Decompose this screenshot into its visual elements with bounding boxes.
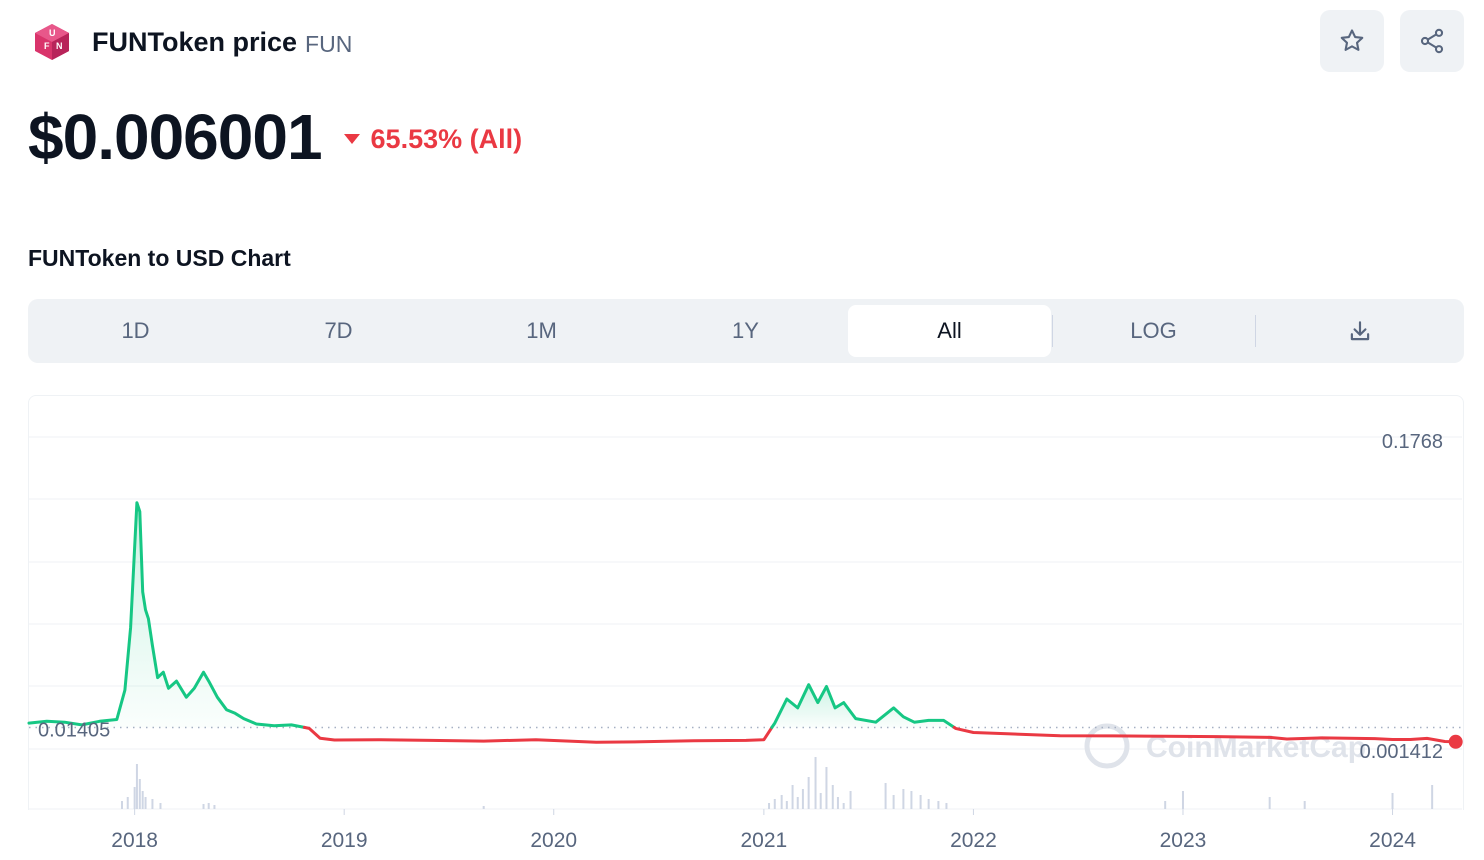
volume-bar [213,805,216,809]
latest-price-dot [1448,734,1463,749]
volume-bar [801,789,804,809]
logo-letter-n: N [56,41,63,51]
volume-bar [202,804,205,809]
x-tick-label: 2024 [1369,829,1416,852]
price-area-up [771,684,955,728]
price-change: 65.53% (All) [343,123,523,155]
tab-1y[interactable]: 1Y [732,318,759,343]
volume-bar [1181,791,1184,809]
volume-bar [814,757,817,809]
volume-bar [819,793,822,809]
coin-symbol: FUN [305,30,353,57]
volume-bar [1391,793,1394,809]
volume-bar [945,803,948,809]
tab-7d[interactable]: 7D [324,318,353,343]
volume-bar [159,803,162,809]
price-line-up [27,501,306,729]
volume-bar [796,797,799,809]
coin-name: FUNToken price [92,26,298,57]
volume-bar [910,791,913,809]
download-icon [1350,321,1369,341]
volume-bar [141,791,144,809]
watchlist-star-button[interactable] [1320,10,1384,72]
volume-bar [842,803,845,809]
share-button[interactable] [1400,10,1464,72]
watermark-logo-icon [1084,723,1130,769]
volume-bar [849,791,852,809]
volume-bar [121,801,124,809]
volume-bar [133,787,136,809]
volume-bar [825,767,828,809]
coin-header: F U N FUNToken price FUN [32,20,352,64]
tab-divider [1052,315,1053,347]
price-area-up [29,502,305,728]
volume-bar [937,801,940,809]
tab-log[interactable]: LOG [1130,318,1177,343]
reference-line-label: 0.01405 [38,719,110,741]
volume-bar [785,801,788,809]
volume-bar [773,799,776,809]
x-tick-label: 2023 [1160,829,1207,852]
logo-letter-f: F [44,41,50,51]
x-tick-label: 2020 [530,829,577,852]
volume-bar [927,799,930,809]
tab-divider [1255,315,1256,347]
volume-bar [207,803,210,809]
volume-bar [791,785,794,809]
volume-bar [807,777,810,809]
price-line-down [952,725,1458,744]
share-icon [1420,28,1444,54]
volume-bar [780,795,783,809]
current-price: $0.006001 [28,101,323,173]
volume-bar [126,797,129,809]
volume-bar [1303,801,1306,809]
price-line-down [302,725,774,744]
y-axis-max-label: 0.1768 [1382,431,1443,453]
volume-bar [919,795,922,809]
volume-bar [1164,801,1167,809]
volume-bar [1268,797,1271,809]
volume-bar [902,789,905,809]
volume-bar [135,764,138,809]
chart-range-tabs: 1D 7D 1M 1Y All LOG [28,299,1464,363]
volume-bar [138,779,141,809]
volume-bar [151,799,154,809]
volume-bar [482,806,485,809]
volume-bar [1431,785,1434,809]
price-chart-area [28,395,1464,810]
tab-1m[interactable]: 1M [526,318,557,343]
x-tick-label: 2021 [741,829,788,852]
chart-title: FUNToken to USD Chart [28,245,291,271]
x-tick-label: 2019 [321,829,368,852]
volume-bar [831,785,834,809]
volume-bar [836,797,839,809]
funtoken-logo: F U N [35,24,69,60]
volume-bar [884,783,887,809]
logo-letter-u: U [49,28,56,38]
volume-bar [892,795,895,809]
tab-1d[interactable]: 1D [121,318,150,343]
price-row: $0.006001 65.53% (All) [28,100,522,174]
price-line-up [770,683,956,729]
tab-all[interactable]: All [848,305,1051,357]
x-tick-label: 2022 [950,829,997,852]
star-icon [1340,29,1364,51]
volume-bar [768,803,771,809]
price-change-value: 65.53% (All) [370,123,523,154]
caret-down-icon [343,134,360,144]
y-axis-min-label: 0.001412 [1360,741,1443,763]
download-button[interactable] [1258,305,1461,357]
coinmarketcap-watermark: CoinMarketCap [1084,723,1366,769]
volume-bar [144,797,147,809]
x-tick-label: 2018 [111,829,158,852]
